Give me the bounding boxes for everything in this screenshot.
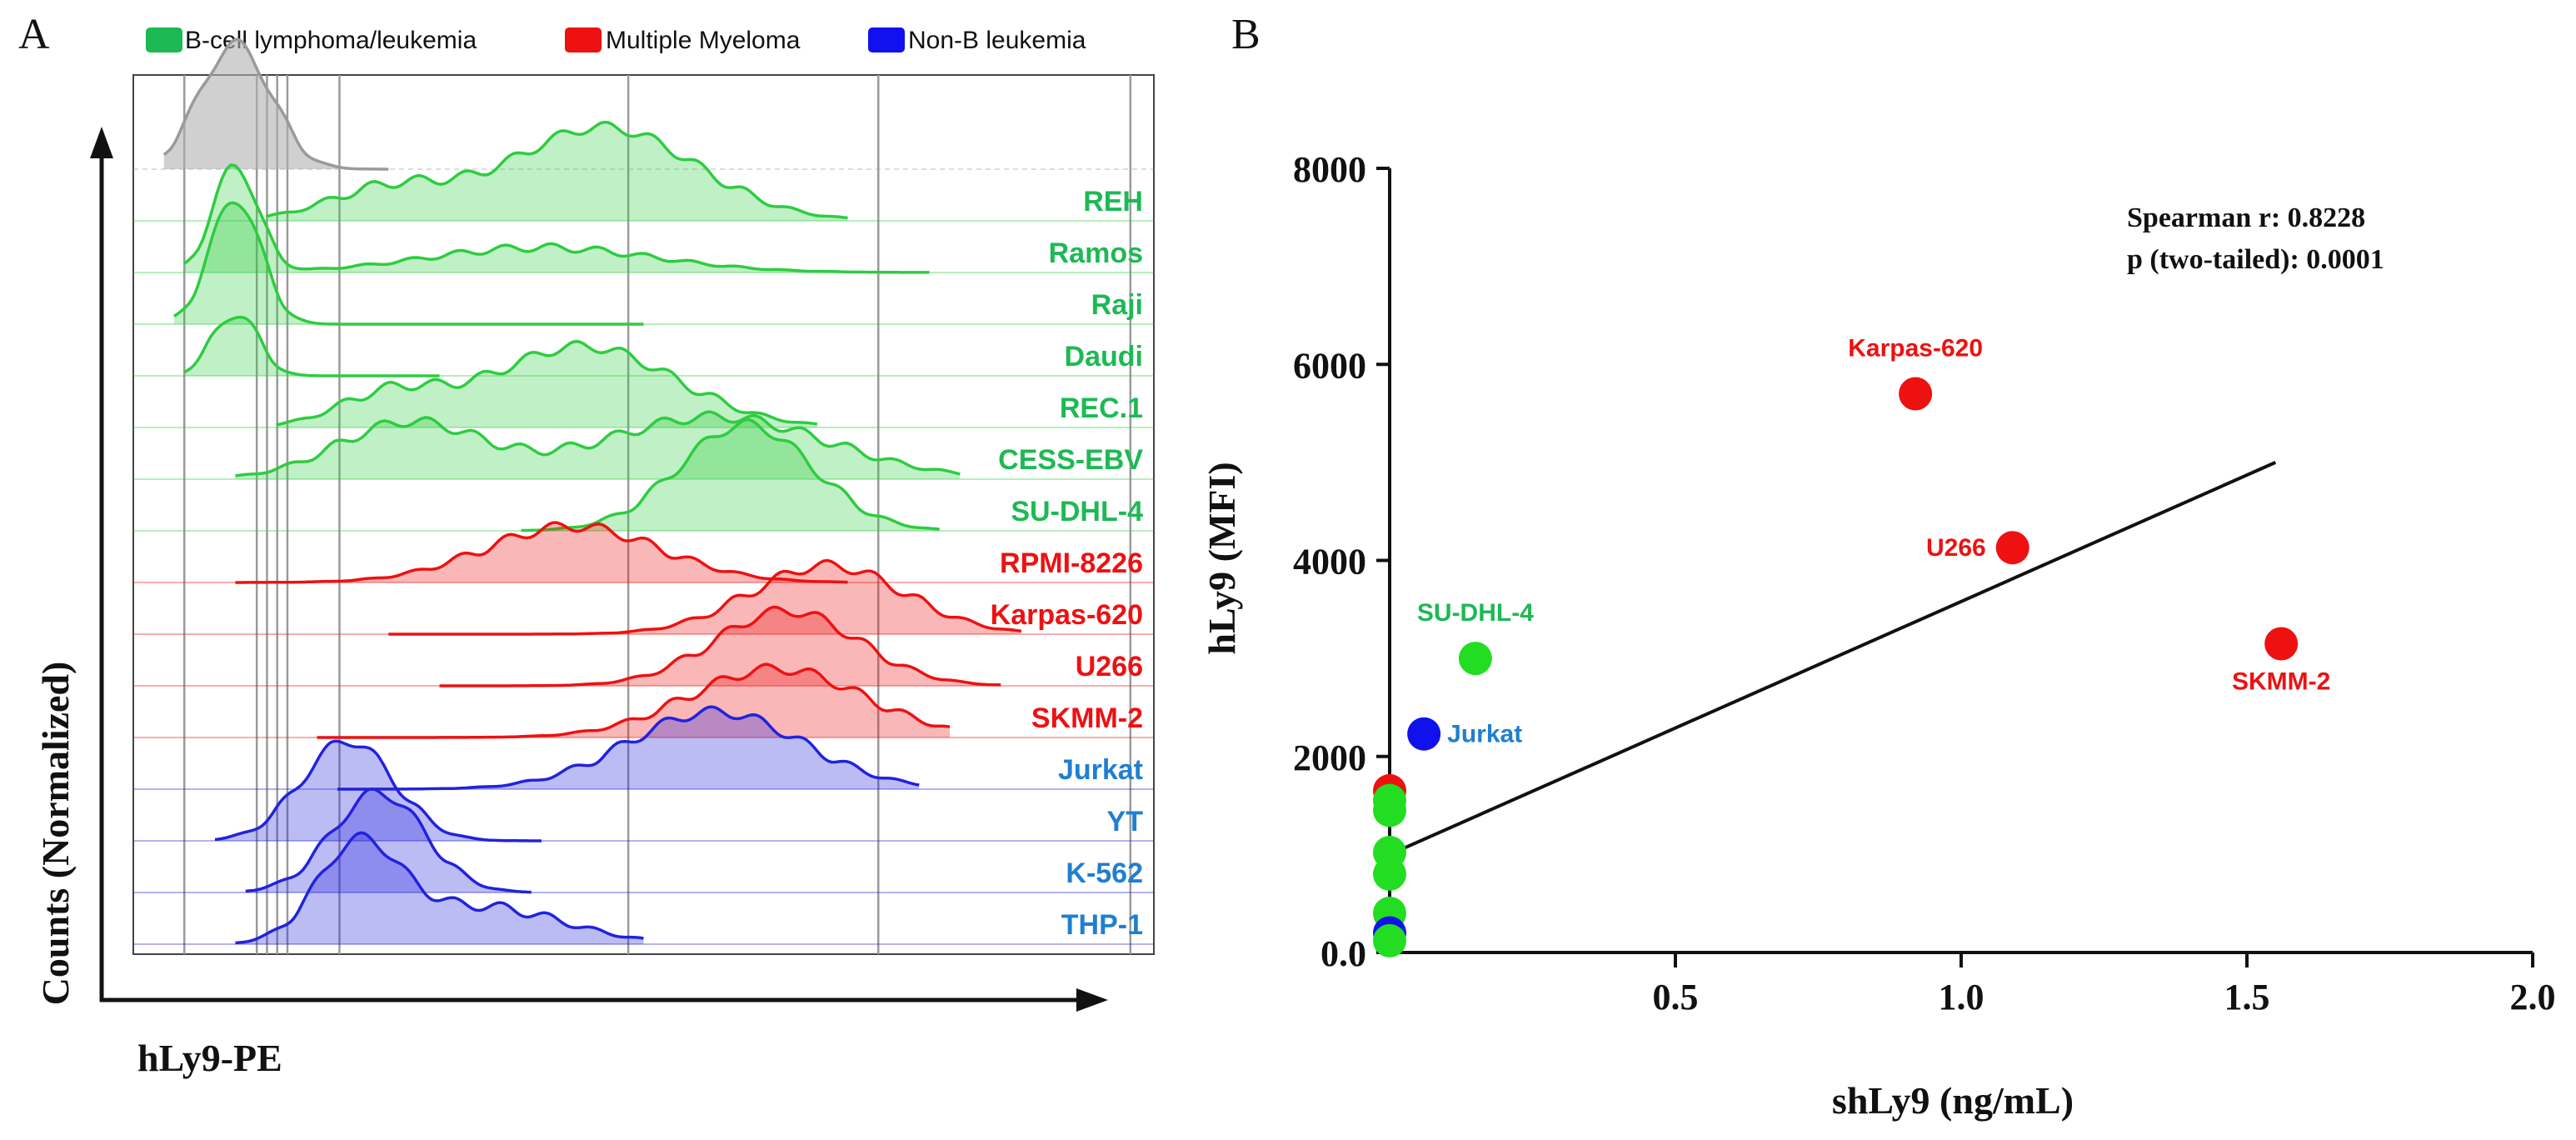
panel-a-frame [132,74,1155,955]
histogram-fill-ramos [184,164,930,272]
spearman-r-annotation: Spearman r: 0.8228 [2127,202,2365,233]
histogram-curve-thp-1 [235,831,644,945]
histogram-curve-k-562 [245,788,532,894]
x-tick-label-0-5: 0.5 [1653,977,1699,1018]
panel-a-x-arrowhead [1076,988,1108,1012]
data-point-10 [1373,857,1406,891]
x-tick-label-1: 1.0 [1939,977,1984,1018]
histogram-curve-rec-1 [276,339,818,427]
data-point-karpas-620 [1899,377,1933,411]
histogram-label-rpmi-8226: RPMI-8226 [1000,548,1143,579]
point-label-skmm-2: SKMM-2 [2232,668,2330,695]
panel-a-legend: B-cell lymphoma/leukemia Multiple Myelom… [146,27,1086,54]
histogram-fill-su-dhl-4 [521,419,940,531]
point-label-u266: U266 [1926,534,1986,562]
histogram-curve-yt [214,739,542,842]
panel-b-ylabel: hLy9 (MFI) [1201,462,1243,654]
legend-swatch-multiple-myeloma [565,28,602,52]
histogram-label-rec-1: REC.1 [1060,392,1143,424]
histogram-fill-skmm-2 [317,664,950,738]
histogram-label-k-562: K-562 [1066,858,1143,889]
histogram-label-jurkat: Jurkat [1058,754,1143,786]
legend-swatch-non-b [868,28,905,52]
point-label-jurkat: Jurkat [1447,721,1522,748]
histogram-curve-karpas-620 [388,558,1022,636]
histogram-label-raji: Raji [1091,289,1143,321]
data-point-13 [1373,923,1406,958]
point-label-karpas-620: Karpas-620 [1848,335,1983,362]
histogram-label-su-dhl-4: SU-DHL-4 [1011,496,1143,528]
histogram-fill-k-562 [245,788,532,892]
legend-swatch-b-cell [146,28,182,52]
histogram-fill-karpas-620 [388,560,1021,634]
panel-a-ylabel: Counts (Normalized) [34,662,77,1006]
y-tick-label-2000: 2000 [1293,738,1366,778]
regression-line [1389,461,2277,857]
y-tick-label-6000: 6000 [1293,345,1366,386]
histogram-curve-reh [265,120,848,220]
histogram-label-yt: YT [1107,806,1144,838]
point-label-su-dhl-4: SU-DHL-4 [1417,599,1534,627]
histogram-curve-isotype [162,38,389,171]
y-tick-label-0: 0.0 [1320,933,1366,974]
histogram-fill-thp-1 [235,832,644,944]
histogram-label-u266: U266 [1076,651,1143,682]
y-tick-label-4000: 4000 [1293,542,1366,582]
histogram-label-karpas-620: Karpas-620 [991,599,1143,631]
histogram-curve-skmm-2 [317,662,951,739]
panel-a-letter: A [18,11,50,58]
histogram-fill-u266 [439,607,1001,686]
histogram-fill-daudi [184,317,440,376]
histogram-label-cess-ebv: CESS-EBV [998,444,1143,476]
histogram-fill-reh [266,122,848,221]
histogram-curve-raji [173,201,644,326]
data-point-jurkat [1407,717,1441,751]
data-point-u266 [1995,531,2029,565]
data-point-skmm-2 [2264,627,2299,661]
histogram-label-thp-1: THP-1 [1061,909,1143,941]
histogram-fill-rpmi-8226 [235,522,848,582]
histogram-overlay: REH Ramos Raji Daudi REC.1 CESS-EBV SU-DHL-4 RP… [133,38,1154,954]
histogram-curve-cess-ebv [235,410,961,478]
data-point-su-dhl-4 [1458,642,1492,676]
histogram-label-ramos: Ramos [1049,238,1143,269]
histogram-curve-rpmi-8226 [235,521,848,584]
panel-b-xlabel: shLy9 (ng/mL) [1832,1079,2074,1122]
histogram-curve-ramos [183,163,930,274]
legend-label-non-b: Non-B leukemia [908,27,1086,54]
legend-label-multiple-myeloma: Multiple Myeloma [606,27,801,54]
histogram-fill-jurkat [337,707,920,789]
histogram-curve-jurkat [337,705,920,791]
histogram-label-skmm-2: SKMM-2 [1031,702,1143,734]
histogram-fill-rec-1 [276,341,817,428]
panel-a-y-arrowhead [90,127,113,158]
x-tick-label-2: 2.0 [2510,977,2556,1018]
scatter-plot: 0.0 2000 4000 6000 8000 0.5 1.0 1.5 2.0 shLy9 (ng… [1201,149,2556,1122]
panel-a-xlabel: hLy9-PE [137,1037,282,1079]
histogram-curve-u266 [439,605,1001,688]
y-tick-label-8000: 8000 [1293,149,1366,190]
x-tick-label-1-5: 1.5 [2224,977,2270,1018]
histogram-label-reh: REH [1083,186,1143,218]
data-point-8 [1373,793,1406,828]
p-value-annotation: p (two-tailed): 0.0001 [2127,244,2384,275]
histogram-label-daudi: Daudi [1065,341,1143,372]
histogram-curve-daudi [183,315,440,378]
panel-b-letter: B [1231,11,1261,58]
